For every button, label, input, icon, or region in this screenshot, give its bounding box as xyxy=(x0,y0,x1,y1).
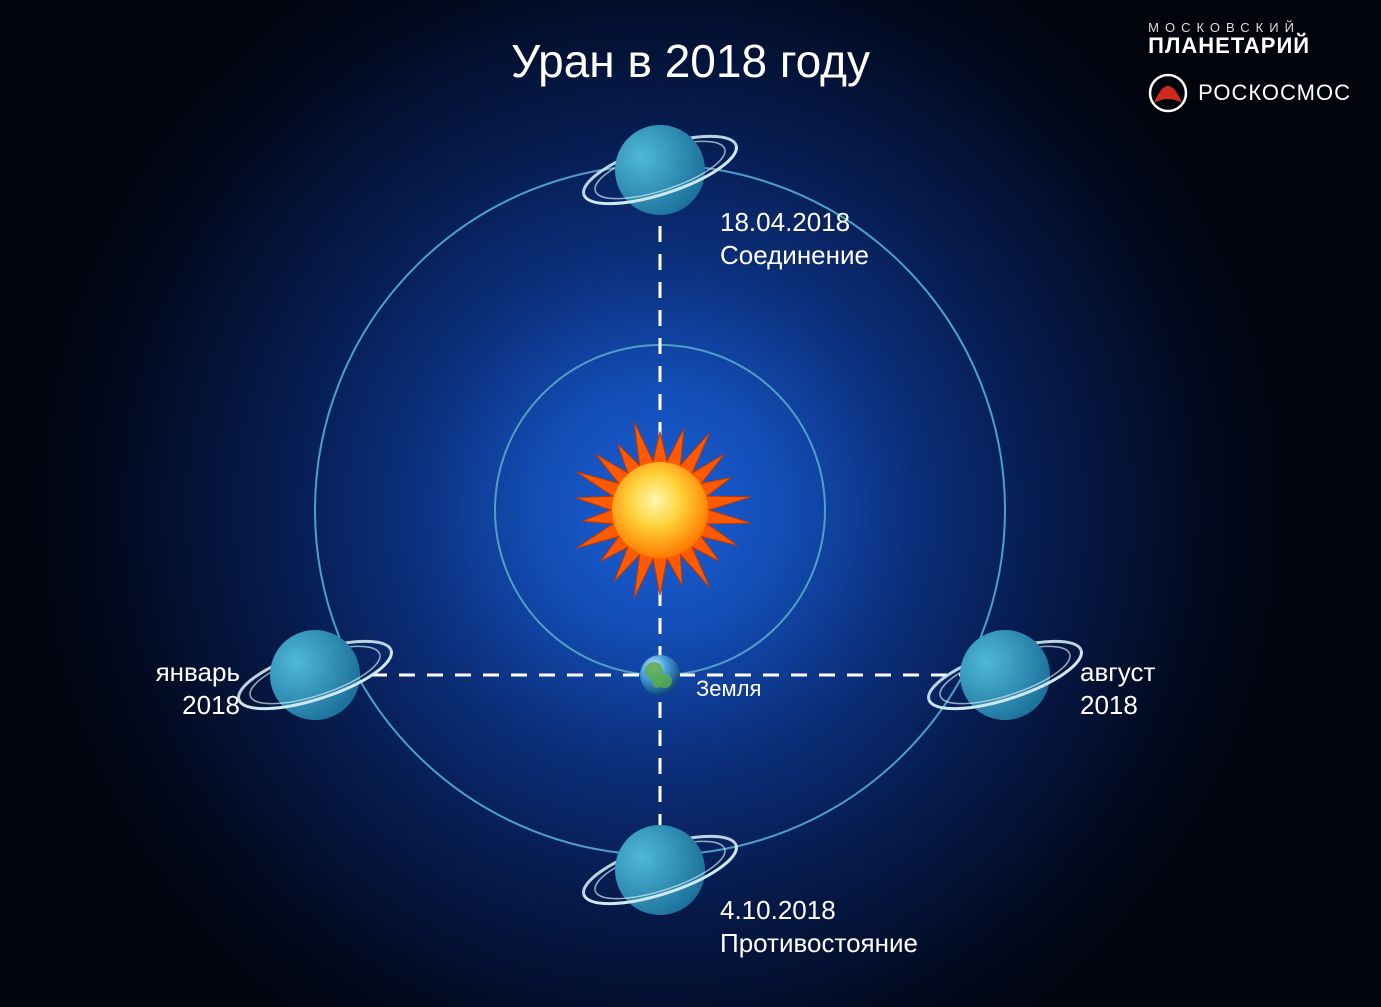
uranus-label-top-line0: 18.04.2018 xyxy=(720,206,869,239)
uranus-label-right-line0: август xyxy=(1080,656,1155,689)
roscosmos-label: РОСКОСМОС xyxy=(1198,80,1351,106)
diagram-stage: Уран в 2018 году МОСКОВСКИЙ ПЛАНЕТАРИЙ Р… xyxy=(0,0,1381,1007)
uranus-label-left-line1: 2018 xyxy=(156,689,240,722)
sun-core xyxy=(612,462,708,558)
uranus-label-right: август2018 xyxy=(1080,656,1155,721)
uranus-label-top: 18.04.2018Соединение xyxy=(720,206,869,271)
uranus-label-bottom: 4.10.2018Противостояние xyxy=(720,894,918,959)
orbital-diagram-svg xyxy=(0,0,1381,1007)
uranus-label-right-line1: 2018 xyxy=(1080,689,1155,722)
earth xyxy=(640,655,680,695)
roscosmos-logo: РОСКОСМОС xyxy=(1148,73,1351,113)
uranus-label-top-line1: Соединение xyxy=(720,239,869,272)
earth-landmass xyxy=(652,678,662,688)
uranus-label-bottom-line0: 4.10.2018 xyxy=(720,894,918,927)
branding-block: МОСКОВСКИЙ ПЛАНЕТАРИЙ РОСКОСМОС xyxy=(1148,20,1351,113)
uranus-label-left: январь2018 xyxy=(156,656,240,721)
roscosmos-icon xyxy=(1148,73,1188,113)
uranus-label-left-line0: январь xyxy=(156,656,240,689)
uranus-label-bottom-line1: Противостояние xyxy=(720,927,918,960)
earth-label: Земля xyxy=(696,675,761,703)
planetarium-logo-bottom: ПЛАНЕТАРИЙ xyxy=(1148,33,1351,59)
